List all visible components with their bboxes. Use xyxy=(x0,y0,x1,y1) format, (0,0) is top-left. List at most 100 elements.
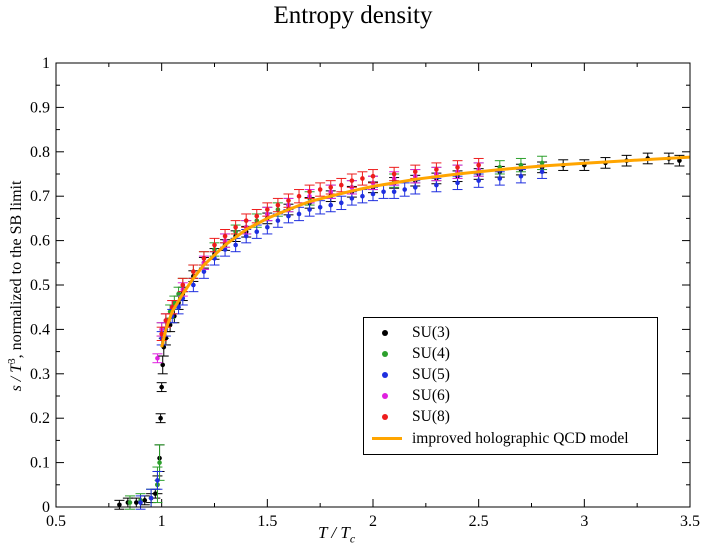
data-point xyxy=(317,205,323,210)
x-axis-label: T / Tc xyxy=(318,523,356,546)
y-axis-label: s / T3, normalized to the SB limit xyxy=(5,180,26,392)
data-point xyxy=(391,171,397,177)
data-point xyxy=(275,218,281,223)
x-tick-label: 1 xyxy=(158,513,166,530)
data-point xyxy=(243,233,249,239)
data-point xyxy=(370,173,376,179)
legend-marker-su8 xyxy=(382,414,388,420)
y-tick-label: 0.8 xyxy=(30,144,50,161)
y-tick-label: 0.6 xyxy=(30,233,50,250)
data-point xyxy=(317,187,323,192)
data-point xyxy=(222,233,228,239)
data-point xyxy=(191,269,196,274)
data-point xyxy=(158,415,163,421)
data-point xyxy=(339,200,344,206)
y-tick-label: 0.9 xyxy=(30,99,50,116)
y-tick-label: 0.3 xyxy=(30,366,50,383)
data-point xyxy=(155,355,160,361)
data-point xyxy=(434,167,439,172)
data-point xyxy=(455,165,460,170)
y-tick-label: 0.1 xyxy=(30,455,50,472)
data-point xyxy=(307,189,312,195)
y-tick-label: 0 xyxy=(42,499,50,516)
data-point xyxy=(296,193,302,199)
data-point xyxy=(349,178,355,183)
data-point xyxy=(160,362,166,368)
data-point xyxy=(176,304,181,310)
data-point xyxy=(518,173,524,179)
data-point xyxy=(233,224,238,230)
data-point xyxy=(265,224,270,230)
legend-entry-su5: SU(5) xyxy=(364,364,450,385)
data-point xyxy=(677,158,682,163)
plot-frame xyxy=(55,62,691,508)
y-tick-label: 0.7 xyxy=(30,188,50,205)
data-point xyxy=(155,478,160,483)
data-point xyxy=(191,282,196,288)
data-point xyxy=(412,169,418,175)
data-point xyxy=(142,498,148,503)
legend-marker-su6 xyxy=(382,393,388,399)
chart-title: Entropy density xyxy=(273,2,433,29)
data-point xyxy=(157,460,162,465)
x-tick-label: 2 xyxy=(369,513,377,530)
y-tick-label: 0.5 xyxy=(30,277,50,294)
legend-label-su4: SU(4) xyxy=(412,344,450,362)
legend: SU(3) SU(4) SU(5) SU(6) SU(8) improved h… xyxy=(363,317,658,455)
data-point xyxy=(163,318,169,323)
data-point xyxy=(159,331,164,337)
model-curve xyxy=(160,155,691,348)
legend-entry-su6: SU(6) xyxy=(364,385,450,406)
data-point xyxy=(233,242,238,248)
data-point xyxy=(539,160,545,166)
data-point xyxy=(243,218,249,223)
y-tick-label: 0.4 xyxy=(30,321,50,338)
data-point xyxy=(360,176,365,181)
data-point xyxy=(180,282,186,288)
data-point xyxy=(328,202,334,208)
legend-line-holographic xyxy=(372,437,402,440)
legend-entry-su8: SU(8) xyxy=(364,406,450,427)
data-point xyxy=(328,185,334,190)
data-point xyxy=(117,502,122,508)
x-tick-label: 3 xyxy=(580,513,588,530)
data-point xyxy=(286,213,291,219)
data-point xyxy=(307,207,312,212)
y-tick-label: 1 xyxy=(42,55,50,72)
legend-entry-holographic: improved holographic QCD model xyxy=(364,428,629,449)
data-point xyxy=(275,202,281,208)
legend-marker-su5 xyxy=(382,372,388,378)
legend-label-su8: SU(8) xyxy=(412,407,450,425)
data-point xyxy=(148,495,154,501)
data-point xyxy=(254,229,260,235)
data-point xyxy=(201,256,207,261)
legend-label-holographic: improved holographic QCD model xyxy=(412,429,629,447)
data-point xyxy=(201,269,207,274)
data-point xyxy=(476,178,481,183)
data-point xyxy=(349,196,355,201)
data-point xyxy=(476,162,481,168)
legend-label-su3: SU(3) xyxy=(412,323,450,341)
data-point xyxy=(296,211,302,217)
data-point xyxy=(212,242,217,248)
data-point xyxy=(370,191,376,197)
data-point xyxy=(339,182,344,188)
data-point xyxy=(360,193,365,199)
data-point xyxy=(254,213,260,219)
data-point xyxy=(286,198,291,203)
legend-marker-su3 xyxy=(382,330,388,336)
x-tick-label: 1.5 xyxy=(257,513,277,530)
legend-marker-su4 xyxy=(382,351,388,357)
data-point xyxy=(134,500,139,505)
data-point xyxy=(455,180,460,186)
data-point xyxy=(539,169,545,175)
data-point xyxy=(138,500,143,505)
data-point xyxy=(412,185,418,190)
legend-label-su5: SU(5) xyxy=(412,365,450,383)
x-tick-label: 0.5 xyxy=(46,513,66,530)
y-tick-label: 0.2 xyxy=(30,410,50,427)
x-tick-label: 3.5 xyxy=(680,513,700,530)
data-point xyxy=(434,182,439,188)
legend-label-su6: SU(6) xyxy=(412,386,450,404)
